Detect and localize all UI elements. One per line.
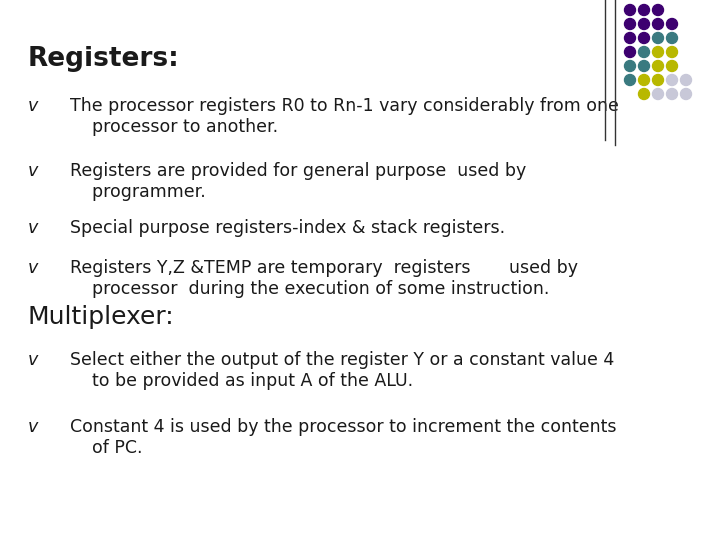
Circle shape bbox=[639, 46, 649, 57]
Circle shape bbox=[639, 32, 649, 44]
Text: v: v bbox=[28, 259, 38, 277]
Circle shape bbox=[652, 4, 664, 16]
Circle shape bbox=[652, 75, 664, 85]
Text: Select either the output of the register Y or a constant value 4
    to be provi: Select either the output of the register… bbox=[70, 351, 614, 390]
Circle shape bbox=[680, 75, 691, 85]
Circle shape bbox=[667, 32, 678, 44]
Text: Multiplexer:: Multiplexer: bbox=[28, 305, 175, 329]
Text: v: v bbox=[28, 418, 38, 436]
Circle shape bbox=[667, 60, 678, 71]
Circle shape bbox=[624, 60, 636, 71]
Circle shape bbox=[680, 89, 691, 99]
Text: Constant 4 is used by the processor to increment the contents
    of PC.: Constant 4 is used by the processor to i… bbox=[70, 418, 616, 457]
Circle shape bbox=[639, 60, 649, 71]
Circle shape bbox=[652, 89, 664, 99]
Circle shape bbox=[652, 32, 664, 44]
Circle shape bbox=[652, 46, 664, 57]
Text: Registers are provided for general purpose  used by
    programmer.: Registers are provided for general purpo… bbox=[70, 162, 526, 201]
Circle shape bbox=[624, 32, 636, 44]
Circle shape bbox=[624, 18, 636, 30]
Text: v: v bbox=[28, 97, 38, 115]
Circle shape bbox=[667, 18, 678, 30]
Circle shape bbox=[667, 46, 678, 57]
Text: v: v bbox=[28, 219, 38, 237]
Text: The processor registers R0 to Rn-1 vary considerably from one
    processor to a: The processor registers R0 to Rn-1 vary … bbox=[70, 97, 619, 136]
Circle shape bbox=[652, 18, 664, 30]
Circle shape bbox=[639, 89, 649, 99]
Circle shape bbox=[639, 4, 649, 16]
Circle shape bbox=[624, 75, 636, 85]
Text: v: v bbox=[28, 351, 38, 369]
Circle shape bbox=[652, 60, 664, 71]
Circle shape bbox=[624, 46, 636, 57]
Text: v: v bbox=[28, 162, 38, 180]
Circle shape bbox=[639, 18, 649, 30]
Text: Special purpose registers-index & stack registers.: Special purpose registers-index & stack … bbox=[70, 219, 505, 237]
Text: Registers Y,Z &TEMP are temporary  registers       used by
    processor  during: Registers Y,Z &TEMP are temporary regist… bbox=[70, 259, 578, 298]
Circle shape bbox=[639, 75, 649, 85]
Circle shape bbox=[624, 4, 636, 16]
Circle shape bbox=[667, 89, 678, 99]
Circle shape bbox=[667, 75, 678, 85]
Text: Registers:: Registers: bbox=[28, 46, 180, 72]
